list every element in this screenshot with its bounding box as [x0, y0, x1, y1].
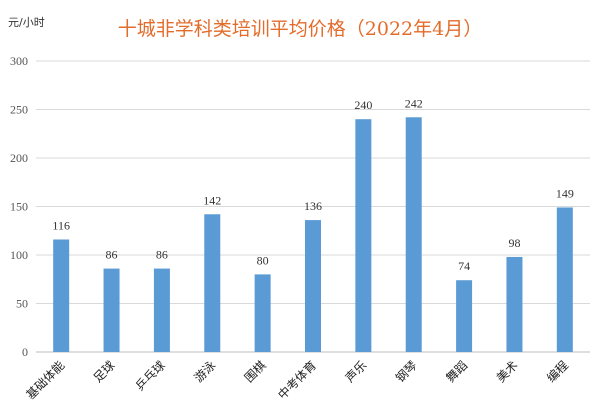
bar: [506, 256, 523, 352]
x-tick-label: 舞蹈: [443, 358, 470, 385]
data-label: 86: [156, 248, 168, 262]
bar: [355, 119, 372, 352]
bar: [405, 117, 422, 352]
data-label: 142: [203, 193, 221, 207]
x-tick-label: 钢琴: [393, 358, 420, 385]
y-tick-label: 250: [10, 103, 28, 117]
x-tick-label: 美术: [494, 358, 521, 385]
y-tick-label: 0: [22, 345, 28, 359]
bar: [153, 268, 170, 352]
data-label: 149: [556, 186, 574, 200]
y-axis-ticks: 0 50 100 150 200 250 300: [10, 54, 28, 359]
y-tick-label: 150: [10, 200, 28, 214]
bar: [103, 268, 120, 352]
y-unit-label: 元/小时: [8, 16, 45, 29]
x-axis-labels: 基础体能 足球 乒乓球 游泳 围棋 中考体育 声乐 钢琴 舞蹈 美术 编程: [23, 358, 570, 403]
bar: [254, 274, 271, 352]
x-tick-label: 中考体育: [275, 358, 320, 403]
data-label: 242: [405, 96, 423, 110]
data-label: 86: [106, 248, 118, 262]
data-label: 98: [508, 236, 520, 250]
x-tick-label: 编程: [543, 358, 571, 386]
y-tick-label: 200: [10, 151, 28, 165]
y-tick-label: 50: [16, 297, 28, 311]
data-label: 80: [257, 253, 269, 267]
bar: [456, 280, 473, 352]
bar: [556, 207, 573, 352]
data-label: 240: [354, 98, 372, 112]
x-tick-label: 基础体能: [23, 358, 67, 402]
x-tick-label: 乒乓球: [133, 358, 168, 393]
x-tick-label: 游泳: [192, 358, 219, 385]
x-tick-label: 足球: [91, 358, 118, 385]
bars: [53, 117, 573, 352]
chart-title: 十城非学科类培训平均价格（2022年4月）: [118, 18, 482, 40]
data-label: 74: [458, 259, 470, 273]
data-labels: 116 86 86 142 80 136 240 242 74 98 149: [52, 96, 573, 273]
y-tick-label: 300: [10, 54, 28, 68]
bar: [204, 214, 221, 352]
x-tick-label: 声乐: [343, 358, 370, 385]
bar: [305, 220, 321, 352]
data-label: 116: [52, 218, 70, 232]
data-label: 136: [304, 199, 322, 213]
bar: [53, 239, 70, 352]
x-tick-label: 围棋: [242, 358, 269, 385]
y-tick-label: 100: [10, 248, 28, 262]
